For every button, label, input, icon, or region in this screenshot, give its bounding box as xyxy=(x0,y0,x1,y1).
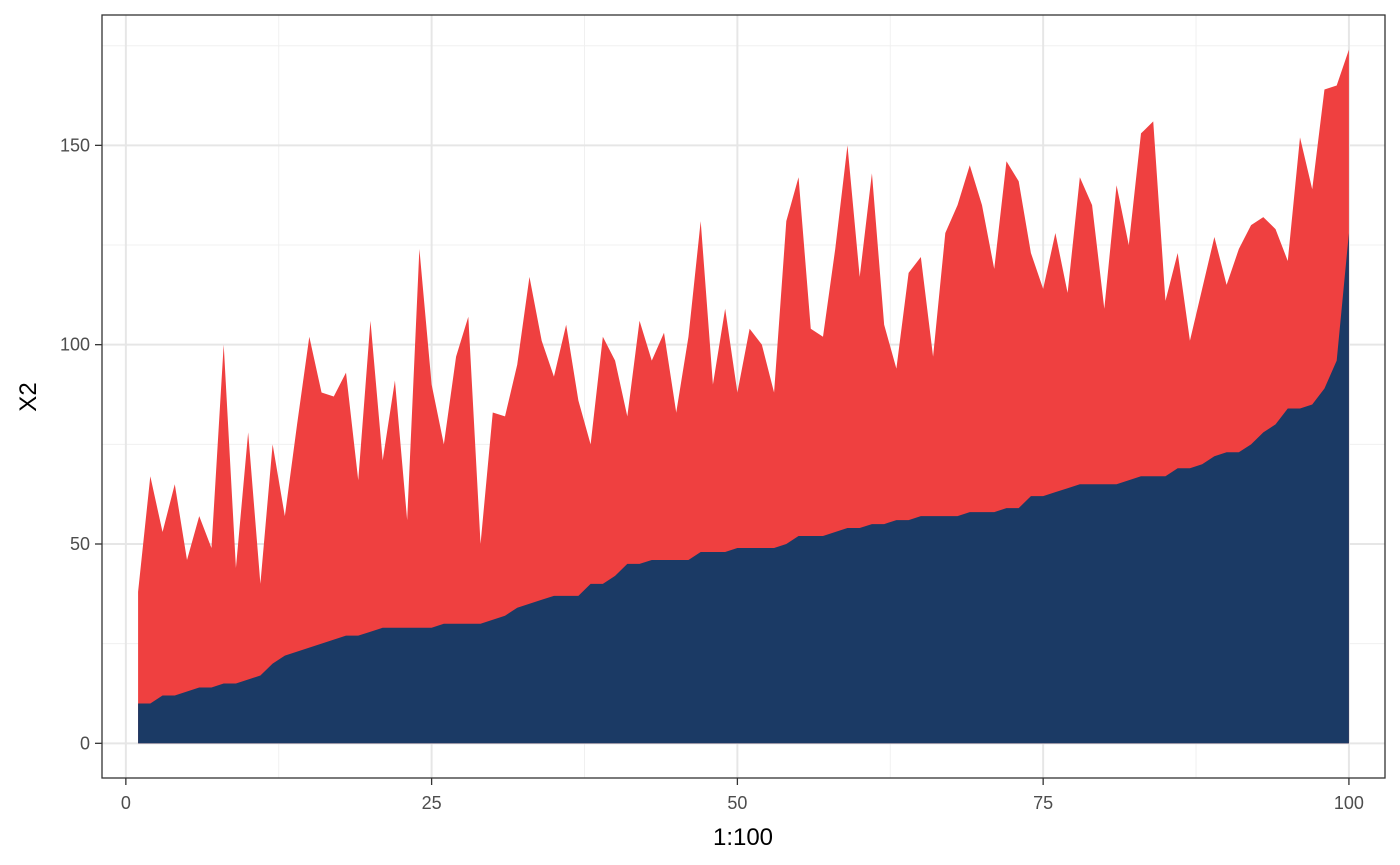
x-tick-label: 75 xyxy=(1033,793,1053,813)
plot-panel-border xyxy=(101,14,1386,779)
area-lower xyxy=(138,233,1349,744)
area-series xyxy=(138,49,1349,744)
x-tick-label: 100 xyxy=(1334,793,1364,813)
y-tick-label: 0 xyxy=(80,733,90,753)
y-axis-title: X2 xyxy=(15,382,42,411)
y-axis: 0 50 100 150 xyxy=(60,135,102,753)
x-axis: 0 25 50 75 100 xyxy=(121,778,1364,813)
y-tick-label: 150 xyxy=(60,135,90,155)
y-tick-label: 100 xyxy=(60,335,90,355)
x-tick-label: 25 xyxy=(422,793,442,813)
x-tick-label: 0 xyxy=(121,793,131,813)
x-axis-title: 1:100 xyxy=(713,824,773,851)
y-tick-label: 50 xyxy=(70,534,90,554)
x-tick-label: 50 xyxy=(727,793,747,813)
